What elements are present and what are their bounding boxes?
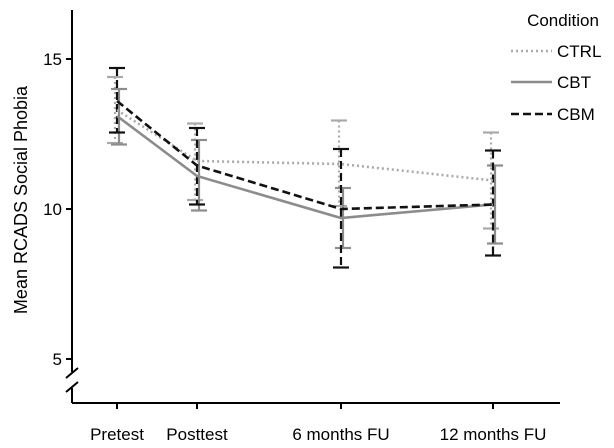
axis-break-mark-upper <box>65 367 79 379</box>
legend-label-cbm: CBM <box>557 105 595 124</box>
axis-break-mark-lower <box>65 381 79 393</box>
legend-label-ctrl: CTRL <box>557 42 601 61</box>
series-line-cbm <box>116 99 494 211</box>
tick-labels: 5 10 15 Pretest Posttest 6 months FU 12 months… <box>43 50 546 444</box>
axes <box>65 10 560 409</box>
x-tick-label: 12 months FU <box>440 425 547 444</box>
y-tick-label: 10 <box>43 200 62 219</box>
legend-label-cbt: CBT <box>557 73 591 92</box>
x-tick-label: Posttest <box>166 425 228 444</box>
x-tick-label: 6 months FU <box>292 425 389 444</box>
series-lines <box>116 99 494 220</box>
x-tick-label: Pretest <box>90 425 144 444</box>
legend: Condition CTRL CBT CBM <box>511 11 601 124</box>
series-line-ctrl <box>116 108 494 182</box>
y-tick-label: 15 <box>43 50 62 69</box>
series-line-cbt <box>116 114 494 220</box>
error-bars <box>107 66 503 269</box>
legend-title: Condition <box>527 11 599 30</box>
y-axis-label: Mean RCADS Social Phobia <box>11 85 31 314</box>
y-tick-label: 5 <box>53 350 62 369</box>
